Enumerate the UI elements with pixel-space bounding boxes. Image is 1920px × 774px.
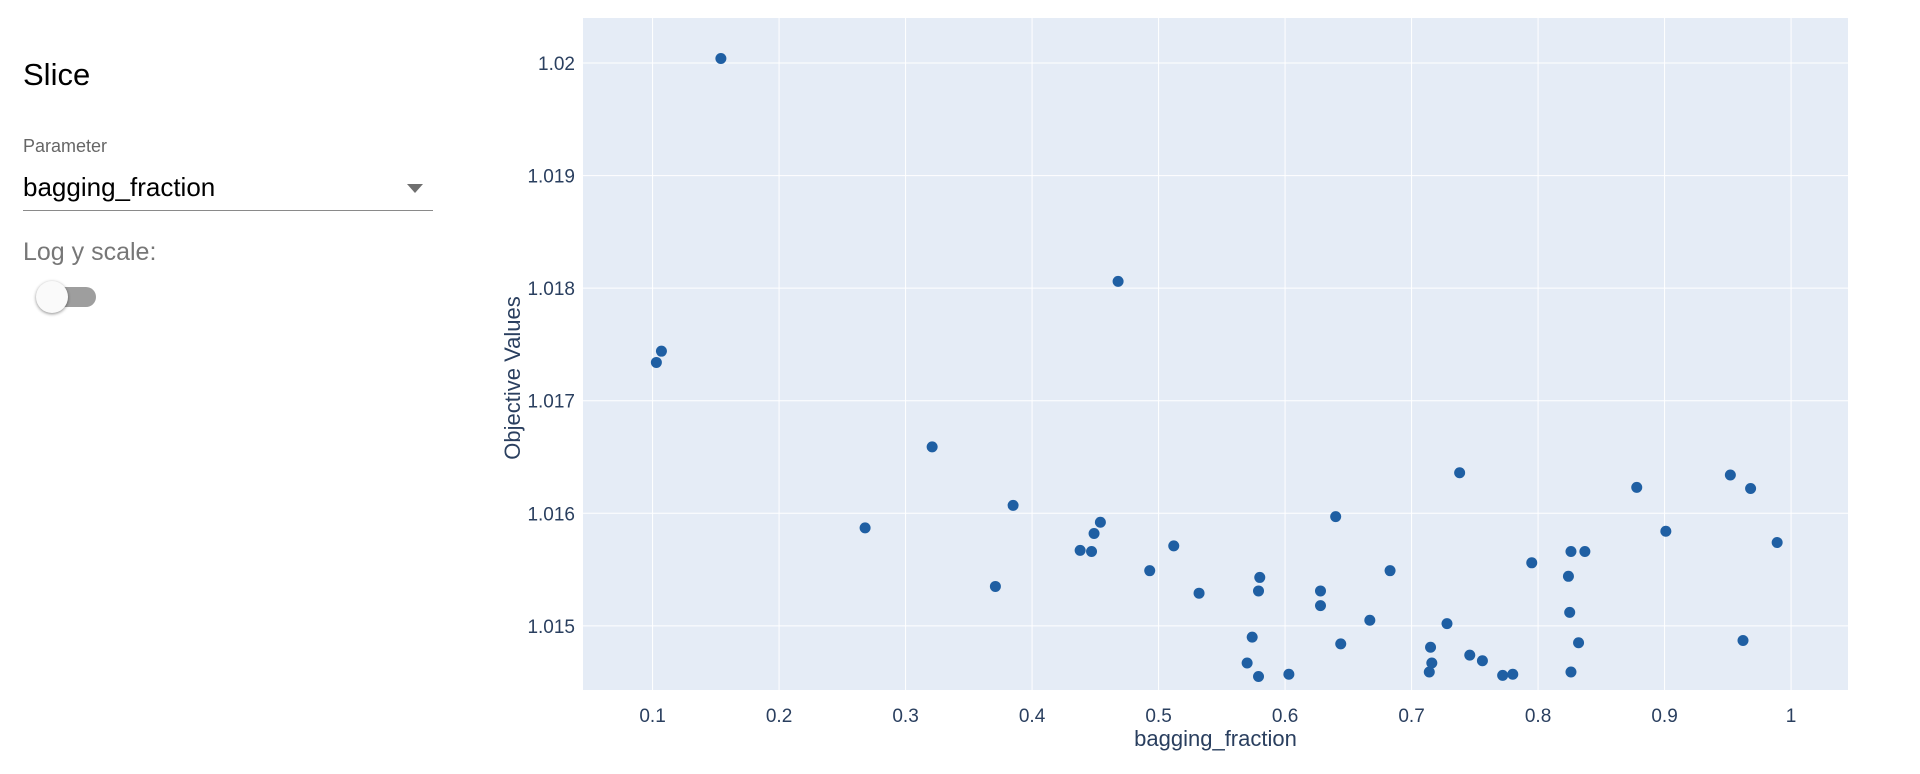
x-tick-label: 0.3 <box>892 706 918 727</box>
data-point[interactable] <box>1737 634 1749 646</box>
data-point[interactable] <box>1364 614 1376 626</box>
data-point[interactable] <box>1384 565 1396 577</box>
y-tick-label: 1.015 <box>527 617 575 638</box>
data-point[interactable] <box>1283 668 1295 680</box>
plot-area <box>583 18 1848 690</box>
data-point[interactable] <box>1497 669 1509 681</box>
caret-down-icon <box>407 184 423 193</box>
data-point[interactable] <box>1007 499 1019 511</box>
x-tick-label: 0.8 <box>1525 706 1551 727</box>
data-point[interactable] <box>1423 666 1435 678</box>
data-point[interactable] <box>859 522 871 534</box>
data-point[interactable] <box>1476 655 1488 667</box>
panel-title: Slice <box>23 57 91 92</box>
x-tick-label: 0.9 <box>1651 706 1677 727</box>
data-point[interactable] <box>1254 571 1266 583</box>
y-tick-label: 1.016 <box>527 504 575 525</box>
log-scale-label: Log y scale: <box>23 238 157 266</box>
x-tick-label: 0.4 <box>1019 706 1046 727</box>
data-point[interactable] <box>1168 540 1180 552</box>
data-point[interactable] <box>926 441 938 453</box>
data-point[interactable] <box>1745 483 1757 495</box>
data-point[interactable] <box>1579 546 1591 558</box>
data-point[interactable] <box>1565 666 1577 678</box>
data-point[interactable] <box>1335 638 1347 650</box>
x-axis-title: bagging_fraction <box>1134 726 1297 751</box>
parameter-label: Parameter <box>23 136 108 156</box>
data-point[interactable] <box>1526 557 1538 569</box>
scatter-chart: 0.1 0.2 0.3 0.4 0.5 0.6 0.7 0.8 0.9 1 1.0151.0161… <box>500 18 1848 751</box>
control-panel: Slice Parameter bagging_fraction Log y s… <box>0 0 440 774</box>
x-tick-label: 0.7 <box>1398 706 1424 727</box>
data-point[interactable] <box>1507 668 1519 680</box>
y-tick-label: 1.018 <box>527 279 575 300</box>
x-tick-label: 1 <box>1786 706 1797 727</box>
parameter-select-value: bagging_fraction <box>23 172 216 202</box>
data-point[interactable] <box>1144 565 1156 577</box>
data-point[interactable] <box>650 356 662 368</box>
gridlines <box>583 18 1848 690</box>
data-point[interactable] <box>1094 516 1106 528</box>
y-tick-label: 1.019 <box>527 167 575 188</box>
y-tick-label: 1.017 <box>527 392 575 413</box>
data-point[interactable] <box>1241 657 1253 669</box>
x-tick-label: 0.5 <box>1145 706 1171 727</box>
y-axis-title: Objective Values <box>500 296 525 459</box>
y-tick-labels: 1.015 1.016 1.017 1.018 1.019 1.02 <box>527 54 575 638</box>
data-points <box>650 53 1783 682</box>
data-point[interactable] <box>715 53 727 65</box>
x-tick-label: 0.6 <box>1272 706 1298 727</box>
data-point[interactable] <box>1314 600 1326 612</box>
data-point[interactable] <box>1088 528 1100 540</box>
data-point[interactable] <box>1253 585 1265 597</box>
data-point[interactable] <box>655 345 667 357</box>
data-point[interactable] <box>1441 618 1453 630</box>
data-point[interactable] <box>1724 469 1736 481</box>
slice-plot: 0.1 0.2 0.3 0.4 0.5 0.6 0.7 0.8 0.9 1 1.015 1.016 1… <box>440 0 1920 774</box>
data-point[interactable] <box>1573 637 1585 649</box>
data-point[interactable] <box>989 580 1001 592</box>
data-point[interactable] <box>1464 649 1476 661</box>
data-point[interactable] <box>1564 606 1576 618</box>
data-point[interactable] <box>1086 546 1098 558</box>
data-point[interactable] <box>1253 670 1265 682</box>
y-tick-label: 1.02 <box>538 54 575 75</box>
data-point[interactable] <box>1562 570 1574 582</box>
data-point[interactable] <box>1771 537 1783 549</box>
data-point[interactable] <box>1112 275 1124 287</box>
data-point[interactable] <box>1074 544 1086 556</box>
data-point[interactable] <box>1330 511 1342 523</box>
data-point[interactable] <box>1454 467 1466 479</box>
data-point[interactable] <box>1565 546 1577 558</box>
data-point[interactable] <box>1314 585 1326 597</box>
toggle-thumb <box>36 281 68 313</box>
parameter-select[interactable]: bagging_fraction <box>23 168 433 211</box>
data-point[interactable] <box>1246 631 1258 643</box>
x-tick-labels: 0.1 0.2 0.3 0.4 0.5 0.6 0.7 0.8 0.9 1 <box>639 706 1796 727</box>
x-tick-label: 0.1 <box>639 706 665 727</box>
data-point[interactable] <box>1193 587 1205 599</box>
data-point[interactable] <box>1426 657 1438 669</box>
log-scale-toggle[interactable] <box>36 281 98 313</box>
x-tick-label: 0.2 <box>766 706 792 727</box>
data-point[interactable] <box>1425 641 1437 653</box>
data-point[interactable] <box>1631 481 1643 493</box>
data-point[interactable] <box>1660 525 1672 537</box>
